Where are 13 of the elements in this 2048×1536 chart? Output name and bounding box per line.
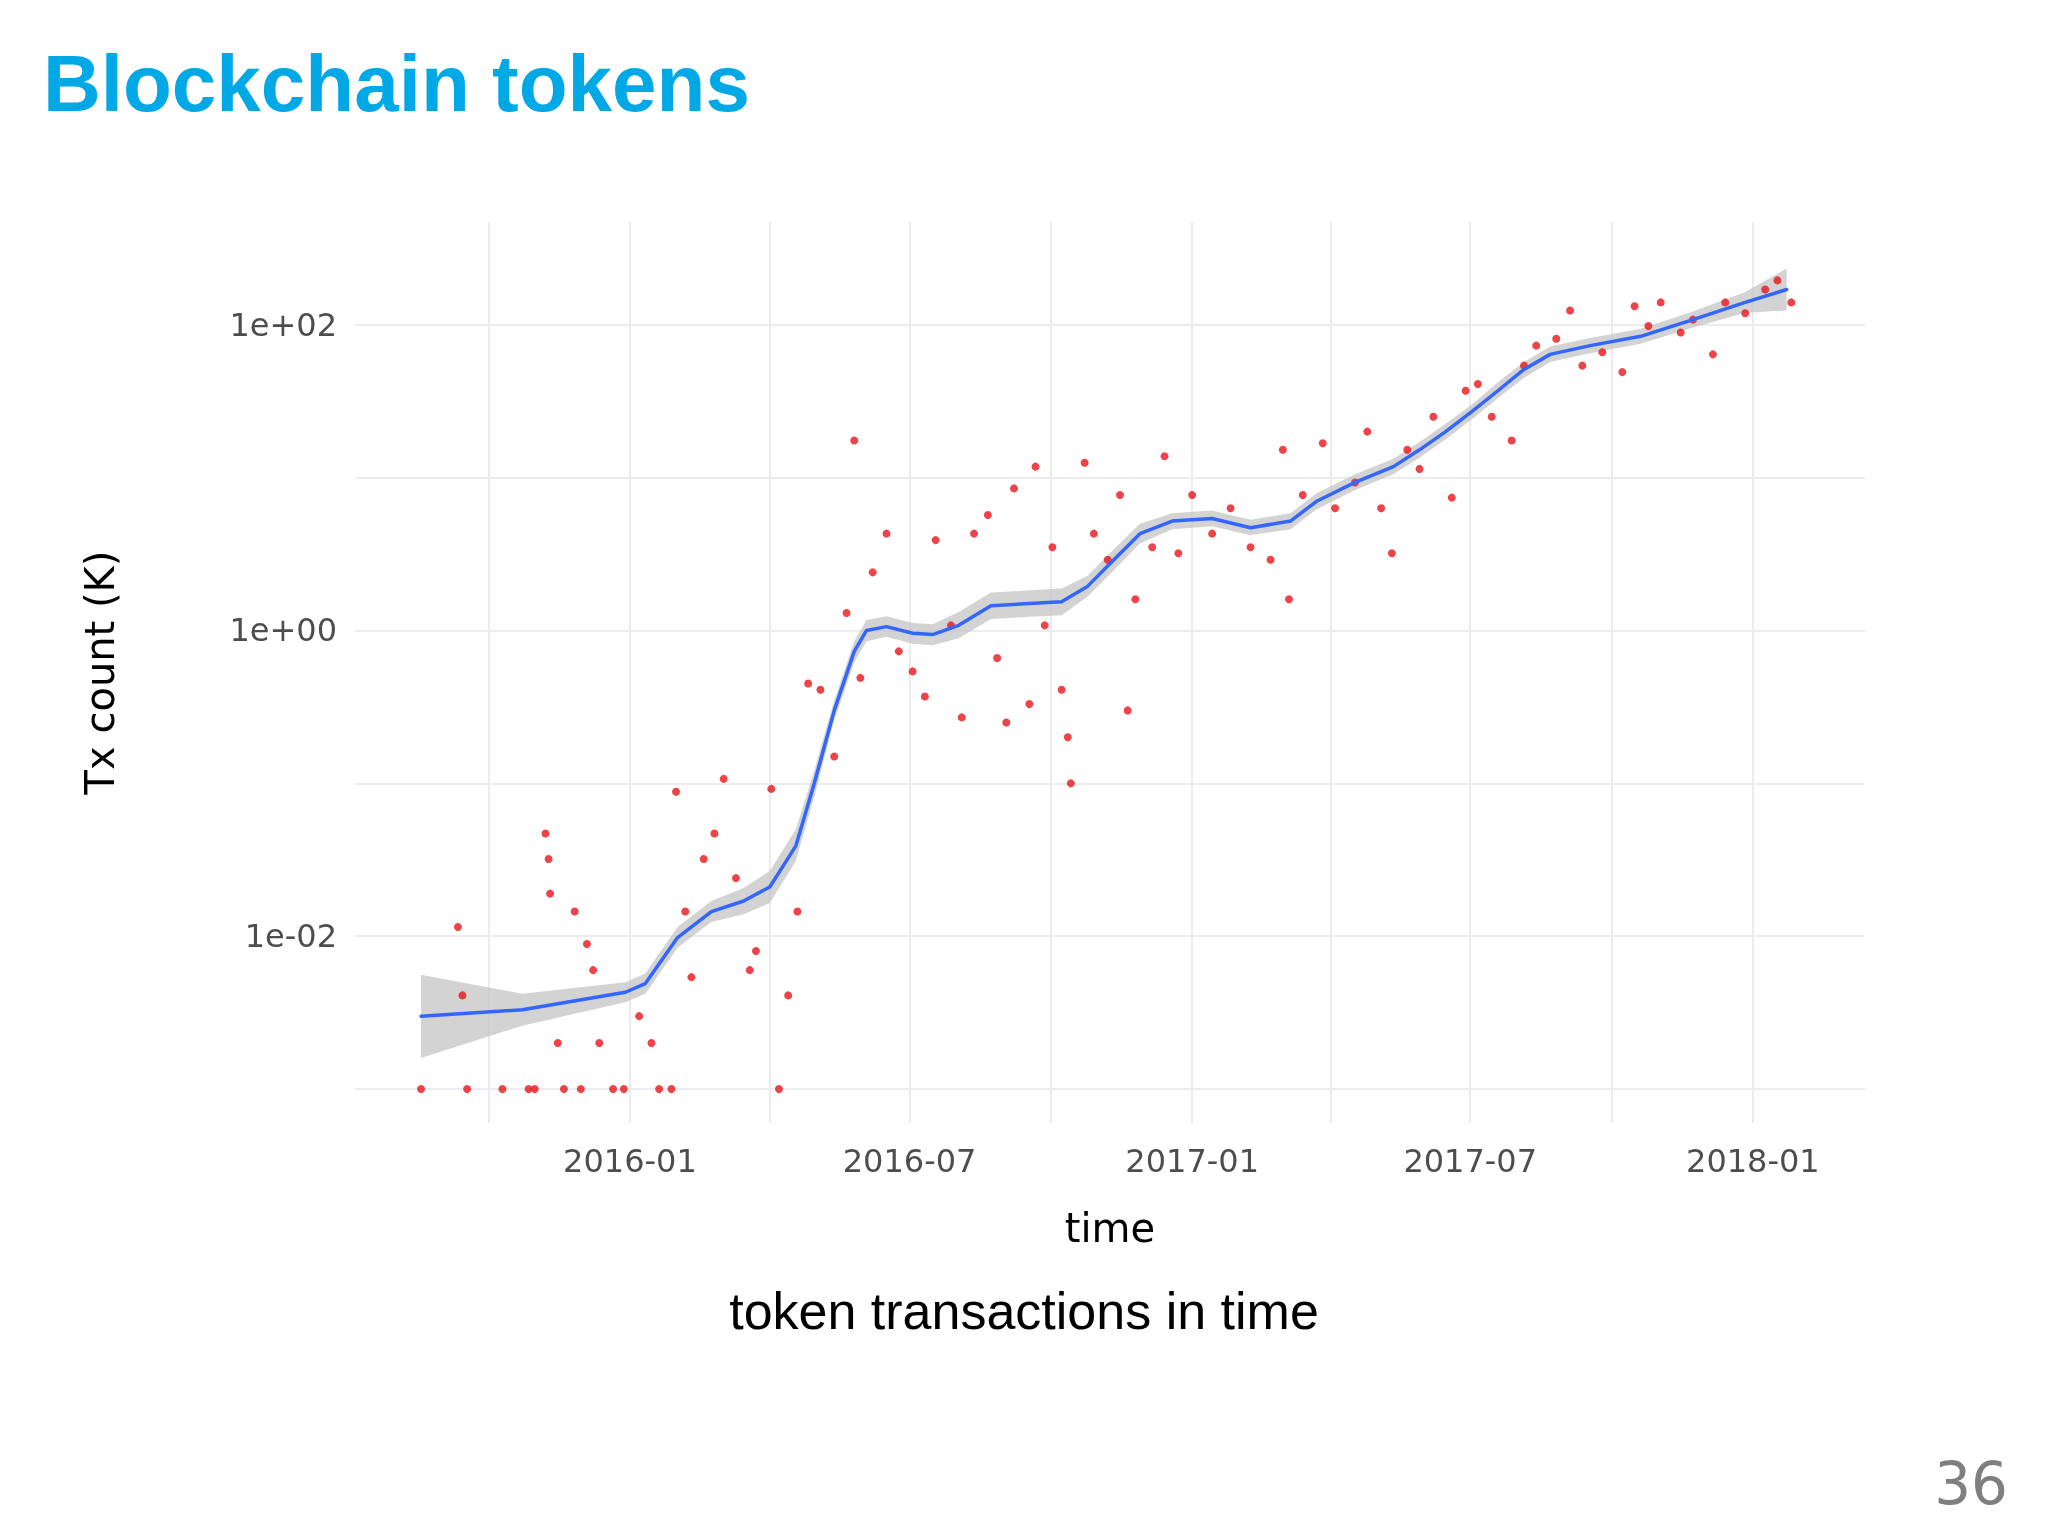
x-axis-title: time xyxy=(1064,1205,1156,1251)
y-tick-label: 1e+00 xyxy=(229,611,337,650)
text: 36 xyxy=(1934,1450,2009,1518)
x-tick-label: 2017-07 xyxy=(1403,1142,1538,1180)
x-tick-label: 2018-01 xyxy=(1686,1142,1820,1180)
text: token transactions in time xyxy=(729,1282,1319,1340)
chart-title: Blockchain tokens xyxy=(43,38,750,128)
x-tick-label: 2016-01 xyxy=(563,1142,697,1180)
y-tick-label: 1e+02 xyxy=(229,305,337,344)
x-tick-label: 2017-01 xyxy=(1125,1142,1260,1180)
x-tick-label: 2016-07 xyxy=(842,1142,977,1180)
y-axis-title: Tx count (K) xyxy=(77,550,123,796)
y-tick-label: 1e-02 xyxy=(244,917,337,956)
